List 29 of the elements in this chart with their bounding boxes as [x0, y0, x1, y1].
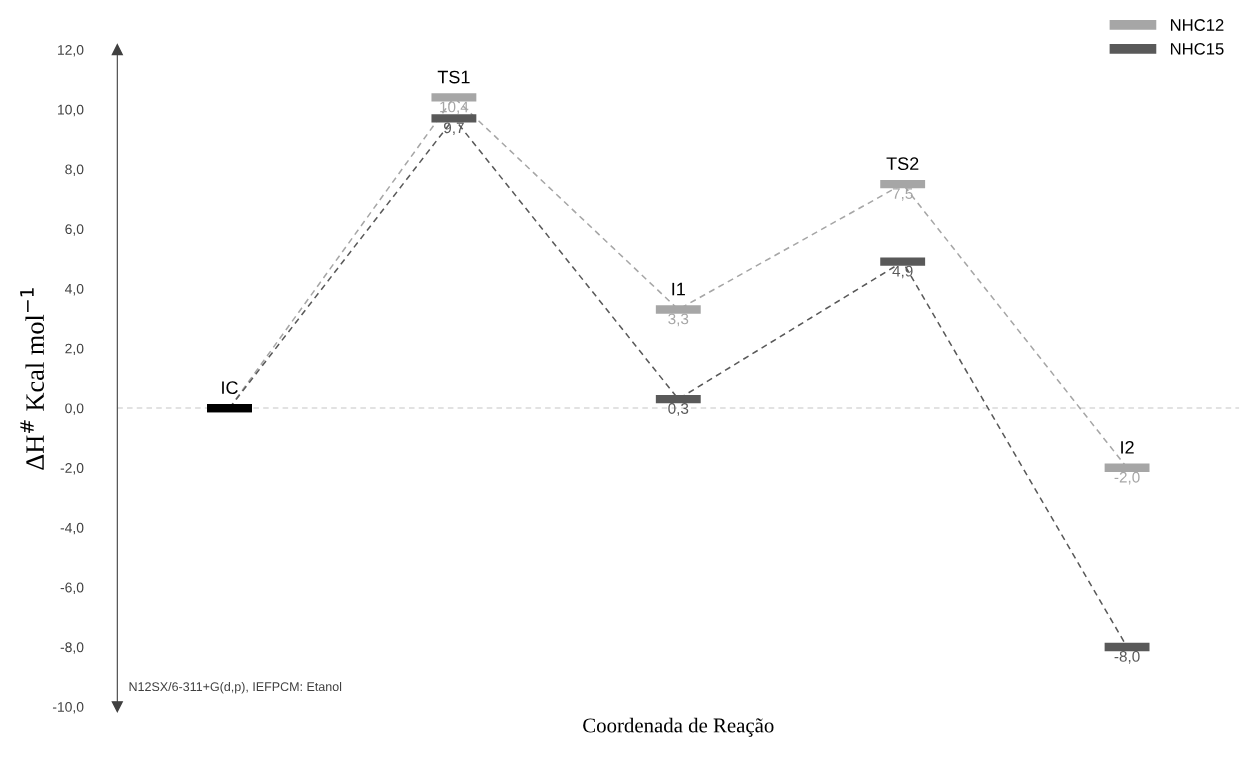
- x-tick-label: I2: [1121, 440, 1134, 454]
- x-tick-label: TS1: [437, 70, 470, 84]
- data-label: 4,9: [892, 265, 913, 279]
- y-tick-label: 4,0: [64, 283, 84, 296]
- legend-label: NHC12: [1170, 19, 1224, 31]
- x-tick-label: TS2: [886, 157, 919, 171]
- data-label: 9,7: [444, 122, 464, 136]
- y-tick-label: -6,0: [60, 582, 84, 595]
- x-axis-title: Coordenada de Reação: [583, 717, 774, 737]
- data-label: 0,3: [668, 403, 689, 416]
- y-axis-title: ΔH$^{#}$ Kcal mol$^{−1}$: [20, 288, 45, 470]
- data-label: -8,0: [1114, 651, 1140, 664]
- x-tick-label: I1: [672, 282, 685, 296]
- y-tick-label: 8,0: [65, 164, 84, 176]
- y-tick-label: -10,0: [52, 702, 84, 714]
- y-tick-label: 0,0: [65, 403, 84, 415]
- x-tick-label: IC: [222, 381, 238, 395]
- y-tick-label: -4,0: [60, 522, 84, 535]
- data-label: 7,5: [892, 188, 913, 201]
- y-tick-label: 10,0: [58, 104, 84, 117]
- y-tick-label: 6,0: [65, 224, 84, 236]
- data-label: 3,3: [668, 313, 689, 327]
- y-tick-label: 2,0: [65, 343, 84, 356]
- data-label: -2,0: [1114, 471, 1140, 485]
- annotation: N12SX/6-311+G(d,p), IEFPCM: Etanol: [129, 681, 342, 694]
- y-tick-label: 12,0: [58, 44, 84, 57]
- y-tick-label: -8,0: [60, 642, 84, 654]
- legend-label: NHC15: [1170, 42, 1224, 55]
- y-tick-label: -2,0: [60, 463, 84, 475]
